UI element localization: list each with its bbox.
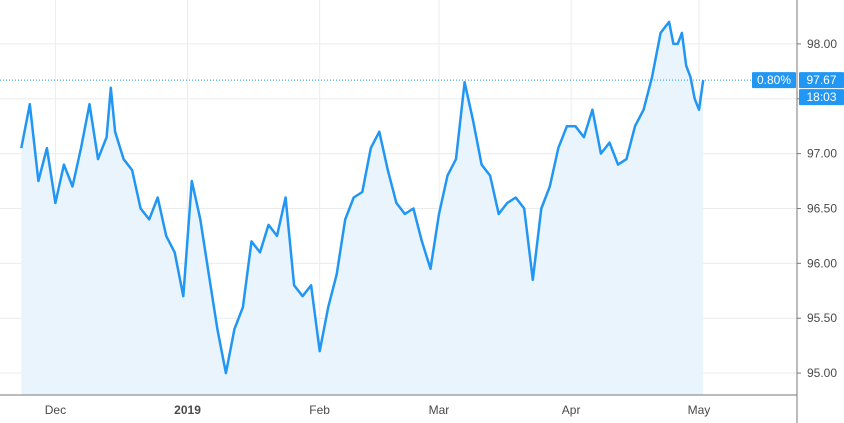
price-badges: 0.80% 97.67 18:03 xyxy=(0,72,844,106)
area-fill xyxy=(21,21,704,396)
countdown-badge xyxy=(799,89,844,106)
change-percent-label: 0.80% xyxy=(757,73,791,87)
x-tick-label: Dec xyxy=(45,403,66,417)
x-tick-label: Mar xyxy=(429,403,450,417)
y-tick-label: 97.00 xyxy=(807,147,837,161)
countdown-label: 18:03 xyxy=(806,90,836,104)
price-area xyxy=(21,21,704,396)
x-tick-label: 2019 xyxy=(174,403,201,417)
y-tick-label: 96.50 xyxy=(807,201,837,215)
price-line xyxy=(20,20,705,375)
y-tick-label: 95.50 xyxy=(807,311,837,325)
y-tick-label: 96.00 xyxy=(807,256,837,270)
series-line xyxy=(20,20,705,375)
change-percent-badge xyxy=(752,72,796,89)
y-tick-label: 95.00 xyxy=(807,366,837,380)
x-tick-label: May xyxy=(688,403,711,417)
last-price-label: 97.67 xyxy=(806,73,836,87)
x-tick-label: Feb xyxy=(309,403,330,417)
y-tick-label: 98.00 xyxy=(807,37,837,51)
x-axis-ticks: Dec 2019 Feb Mar Apr May xyxy=(45,403,711,417)
x-tick-label: Apr xyxy=(562,403,581,417)
last-price-badge xyxy=(799,72,844,89)
axes xyxy=(0,0,798,423)
